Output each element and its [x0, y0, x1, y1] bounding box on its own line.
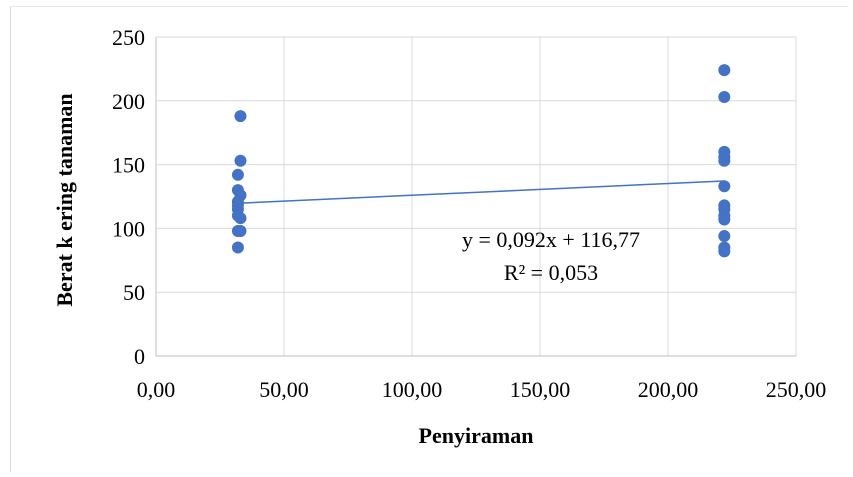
data-point [718, 230, 731, 243]
data-point [234, 154, 247, 167]
data-point [234, 110, 247, 123]
y-axis-title: Berat k ering tanaman [52, 93, 77, 306]
data-point [718, 213, 731, 226]
y-tick-label: 200 [112, 89, 145, 114]
trendline-r-squared: R² = 0,053 [504, 260, 598, 285]
y-tick-label: 250 [112, 25, 145, 50]
x-tick-label: 200,00 [638, 377, 699, 402]
gridlines [155, 36, 797, 356]
data-point [718, 245, 731, 258]
trendline-group [237, 180, 725, 204]
y-tick-label: 150 [112, 153, 145, 178]
x-tick-label: 100,00 [382, 377, 443, 402]
trendline [237, 180, 725, 204]
data-point [718, 154, 731, 167]
data-point [234, 212, 247, 225]
x-tick-label: 250,00 [766, 377, 827, 402]
data-point [718, 90, 731, 103]
x-axis-title: Penyiraman [419, 423, 534, 448]
data-point [718, 180, 731, 193]
x-tick-label: 0,00 [137, 377, 176, 402]
data-point [234, 224, 247, 237]
data-point [231, 168, 244, 181]
y-tick-label: 50 [123, 280, 145, 305]
x-tick-label: 50,00 [259, 377, 309, 402]
data-points [231, 64, 731, 258]
data-point [231, 241, 244, 254]
trendline-equation: y = 0,092x + 116,77 [462, 227, 640, 252]
y-tick-label: 100 [112, 216, 145, 241]
tick-labels: 0,00 50,00 100,00 150,00 200,00 250,00 0 50 100 1… [112, 25, 826, 402]
data-point [718, 64, 731, 77]
x-tick-label: 150,00 [510, 377, 571, 402]
y-tick-label: 0 [134, 344, 145, 369]
chart-frame [10, 6, 848, 472]
